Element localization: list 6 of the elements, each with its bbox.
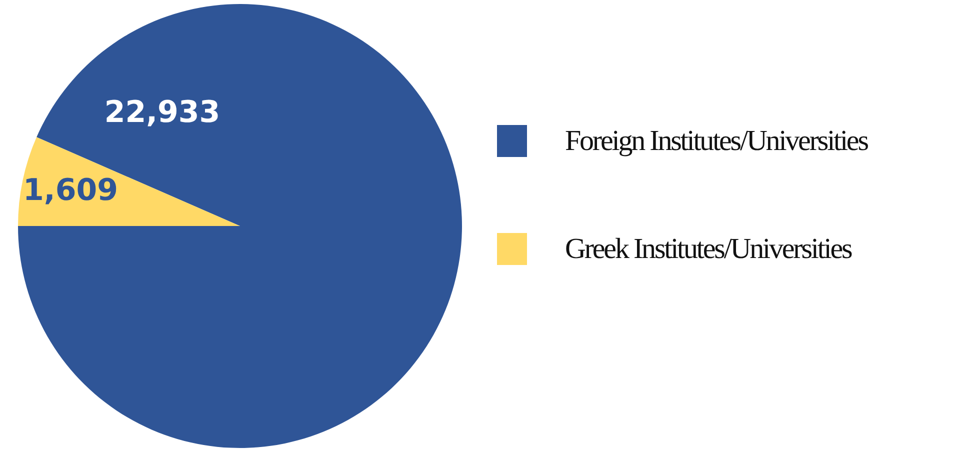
legend-label: Foreign Institutes/Universities xyxy=(565,125,869,157)
legend-label: Greek Institutes/Universities xyxy=(565,233,853,265)
pie-slice xyxy=(18,137,240,226)
data-label: 1,609 xyxy=(23,173,118,208)
data-label: 22,933 xyxy=(104,94,220,130)
pie-slice xyxy=(18,4,462,448)
